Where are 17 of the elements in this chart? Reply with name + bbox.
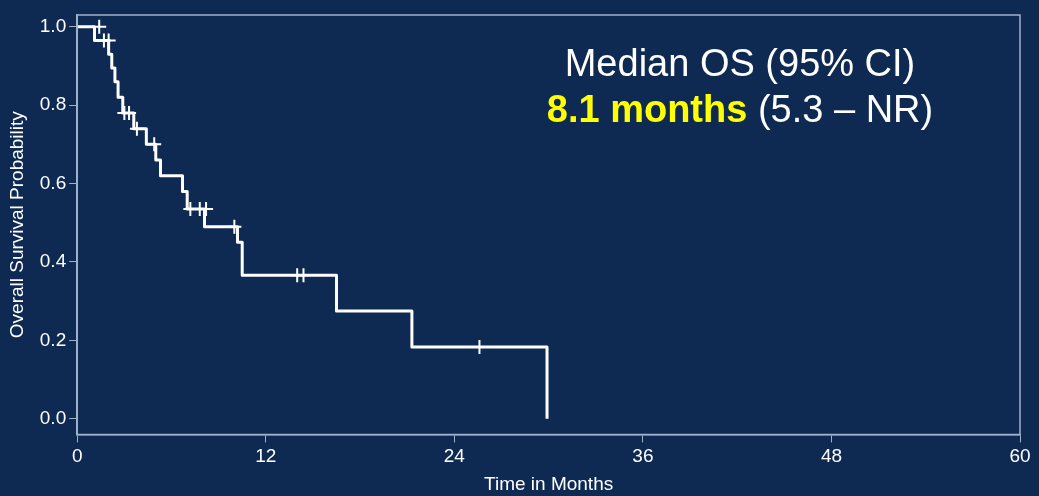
x-tick-label: 12	[255, 445, 277, 467]
annotation: 8.1 months	[546, 88, 748, 130]
y-tick-label: 0.0	[39, 406, 67, 428]
y-axis-title: Overall Survival Probability	[5, 110, 27, 339]
y-tick-label: 0.8	[39, 93, 67, 115]
x-tick-label: 36	[632, 445, 654, 467]
y-tick-label: 1.0	[39, 14, 67, 36]
x-tick-label: 24	[443, 445, 466, 467]
x-tick-label: 60	[1009, 445, 1031, 467]
x-tick-label: 48	[820, 445, 843, 467]
y-tick-label: 0.2	[39, 328, 67, 350]
annotation: (5.3 – NR)	[757, 88, 934, 130]
y-tick-label: 0.4	[39, 250, 67, 272]
y-tick-label: 0.6	[39, 171, 67, 193]
x-axis-title: Time in Months	[484, 472, 614, 494]
annotation: Median OS (95% CI)	[564, 42, 916, 84]
x-tick-label: 0	[71, 445, 83, 467]
